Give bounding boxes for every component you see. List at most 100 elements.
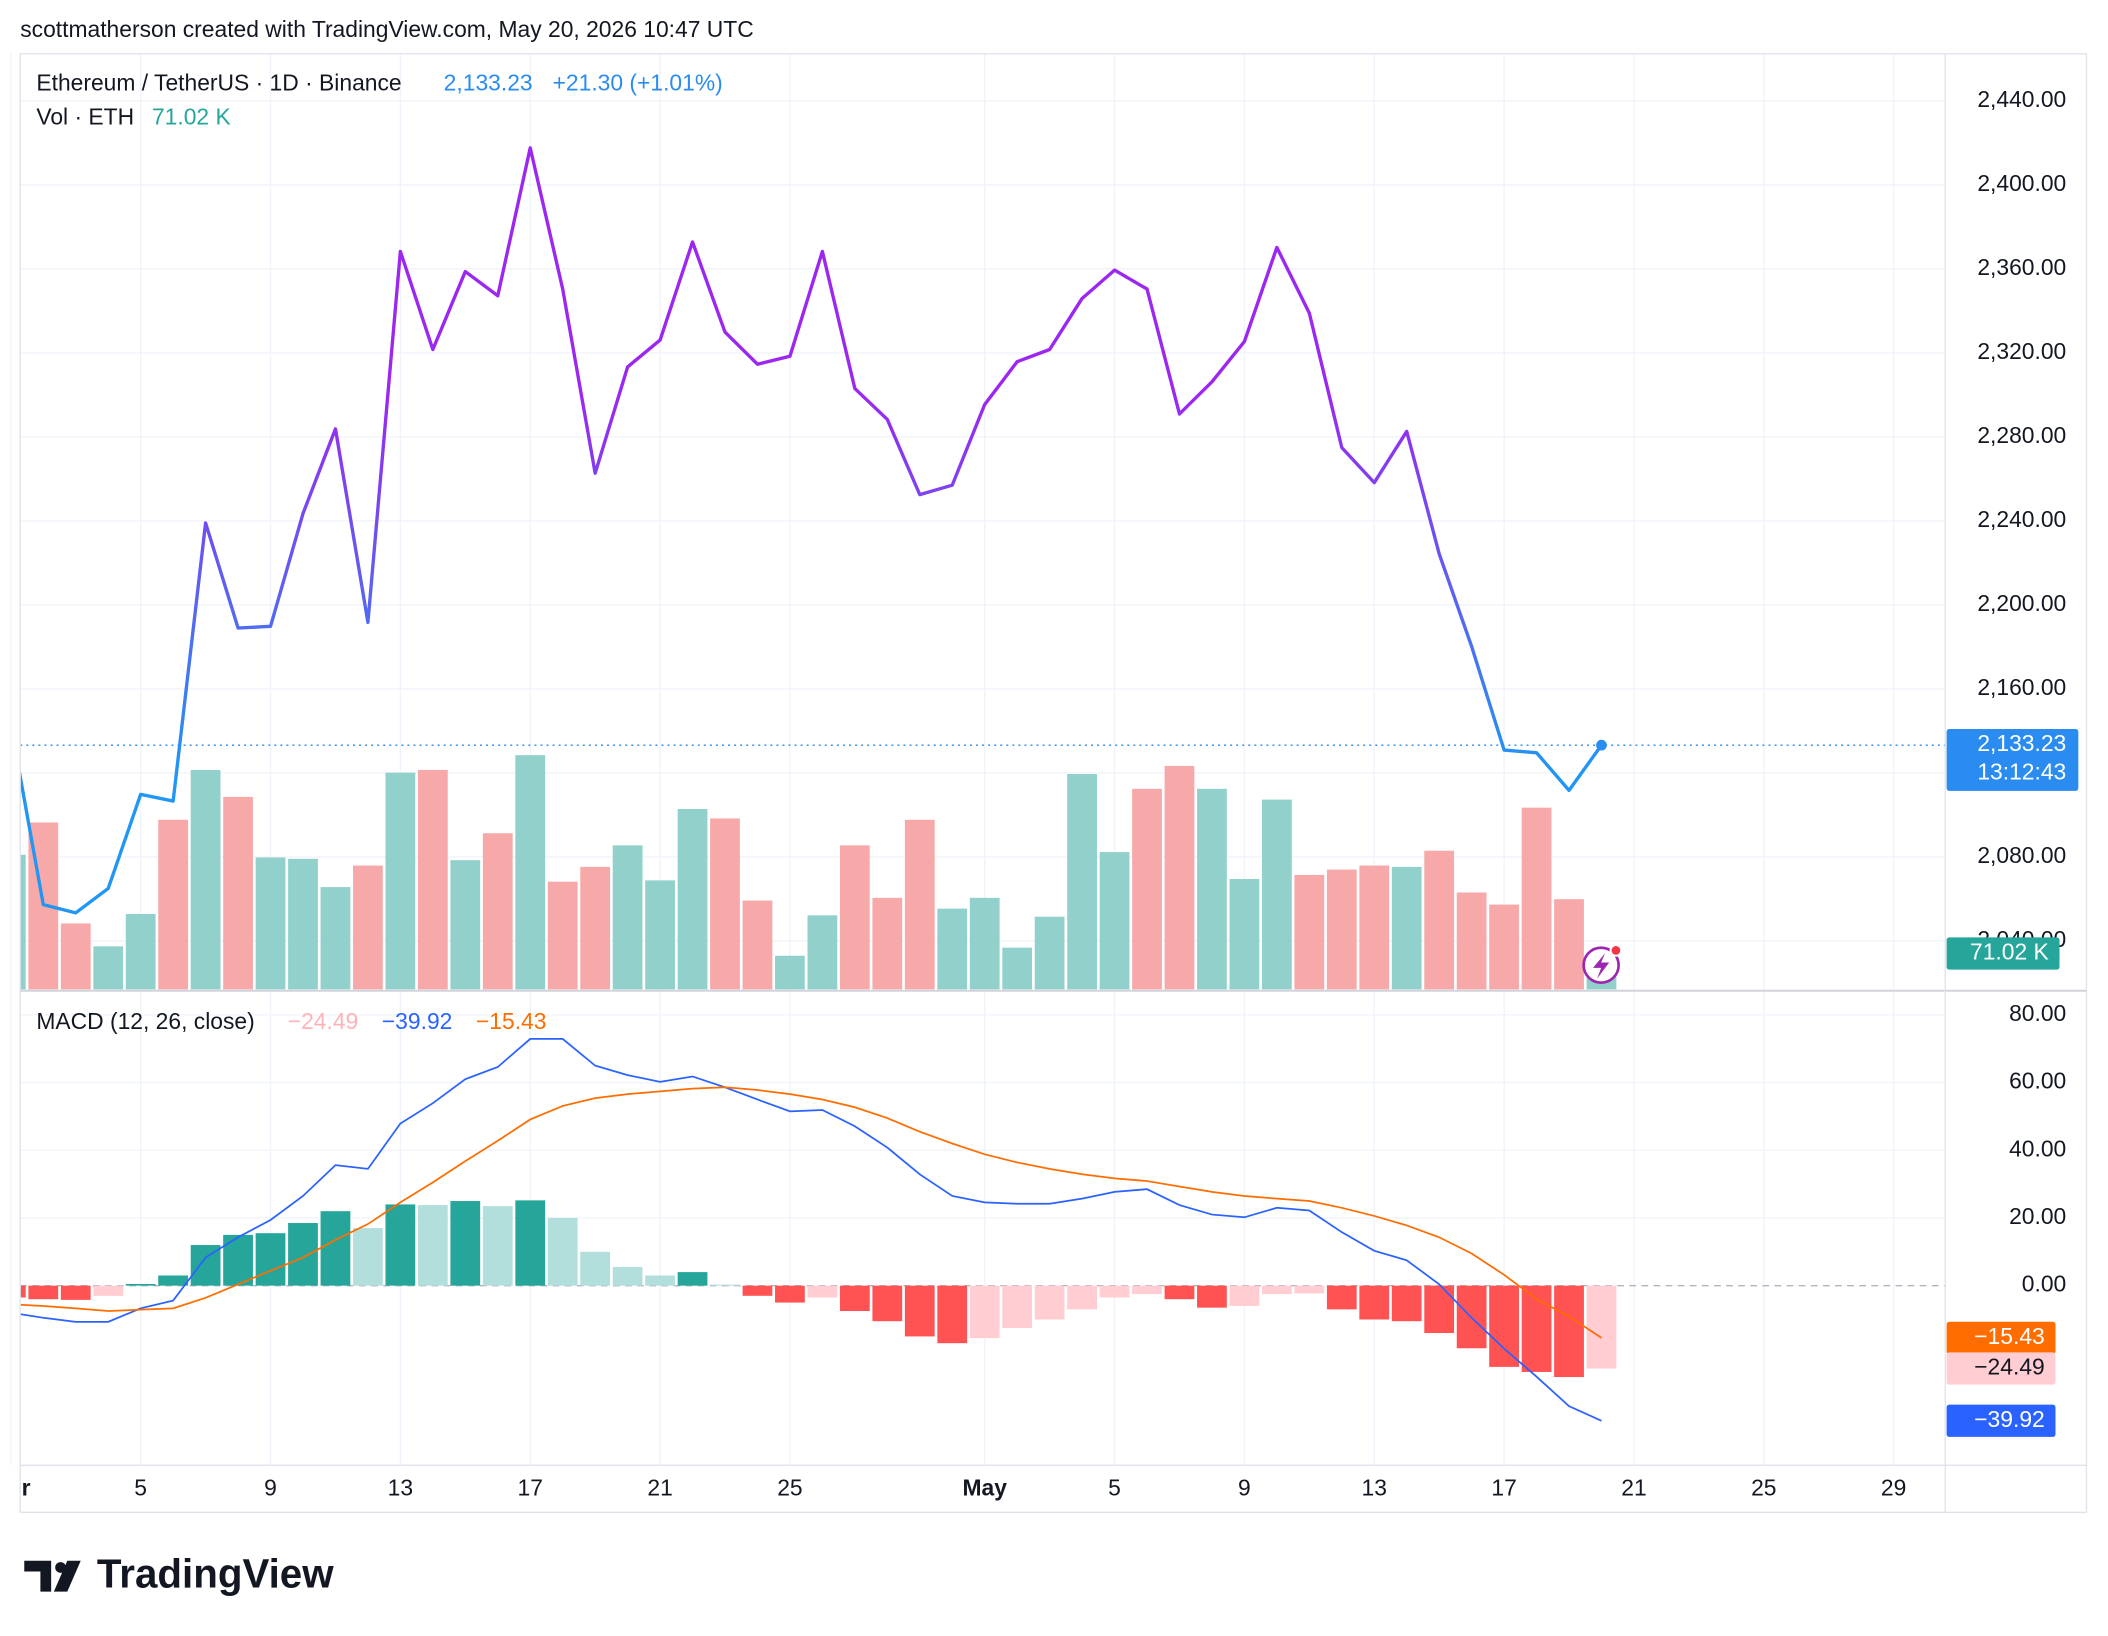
histogram-bar bbox=[1002, 1285, 1033, 1328]
volume-bar bbox=[872, 897, 903, 990]
legend-price: 2,133.23 bbox=[444, 70, 533, 96]
volume-bar bbox=[223, 796, 253, 990]
y-tick-label: 2,280.00 bbox=[1977, 422, 2066, 448]
legend-histogram: −24.49 bbox=[288, 1008, 359, 1034]
countdown-label: 13:12:43 bbox=[1977, 758, 2066, 784]
macd-badge-label: −15.43 bbox=[1974, 1323, 2045, 1349]
volume-bar bbox=[1521, 807, 1552, 990]
histogram-bar bbox=[20, 1285, 26, 1298]
volume-bar bbox=[775, 955, 805, 990]
volume-bar bbox=[580, 866, 611, 990]
histogram-bar bbox=[1424, 1285, 1455, 1334]
y-tick-label: 60.00 bbox=[2009, 1068, 2066, 1094]
volume-bar bbox=[710, 818, 740, 990]
histogram-bar bbox=[93, 1285, 124, 1296]
macd-badge bbox=[1946, 1352, 2056, 1385]
volume-bar bbox=[1456, 892, 1487, 990]
price-badge bbox=[1946, 729, 2079, 791]
volume-bar bbox=[385, 772, 416, 990]
histogram-bar bbox=[645, 1275, 675, 1286]
volume-bar bbox=[1391, 866, 1422, 990]
grid bbox=[10, 53, 1946, 1466]
logo-text: TradingView bbox=[97, 1551, 334, 1597]
histogram-bar bbox=[904, 1285, 935, 1337]
histogram-bar bbox=[450, 1201, 481, 1286]
lightning-icon[interactable] bbox=[1582, 944, 1623, 985]
signal-line bbox=[20, 1086, 1602, 1339]
histogram-bar bbox=[320, 1211, 351, 1286]
histogram-bar bbox=[417, 1205, 448, 1286]
y-axes: 2,040.002,080.002,120.002,160.002,200.00… bbox=[1977, 86, 2066, 1297]
histogram-bar bbox=[515, 1200, 546, 1286]
volume-bar bbox=[353, 865, 383, 990]
volume-badge-label: 71.02 K bbox=[1970, 939, 2049, 965]
volume-bar bbox=[1424, 850, 1455, 990]
volume-bar bbox=[1099, 852, 1130, 990]
volume-bar bbox=[1229, 879, 1260, 990]
macd-line bbox=[20, 1038, 1602, 1422]
histogram-bar bbox=[288, 1223, 318, 1286]
frame bbox=[19, 53, 2088, 1513]
volume-bar bbox=[255, 857, 286, 990]
x-tick-label: 17 bbox=[518, 1475, 543, 1501]
volume-bar bbox=[1326, 869, 1357, 990]
icon-bolt bbox=[1593, 953, 1610, 979]
volume-bar bbox=[1132, 788, 1162, 990]
volume-bar bbox=[1261, 799, 1292, 990]
histogram-bar bbox=[547, 1217, 578, 1286]
volume-badge bbox=[1946, 937, 2060, 970]
volume-bar bbox=[645, 880, 675, 990]
volume-bar bbox=[1164, 765, 1195, 990]
volume-bar bbox=[60, 923, 91, 990]
volume-bar bbox=[288, 858, 318, 990]
histogram-bar bbox=[872, 1285, 903, 1322]
histogram-bar bbox=[1359, 1285, 1390, 1320]
y-tick-label: 20.00 bbox=[2009, 1203, 2066, 1229]
histogram-bar bbox=[1586, 1285, 1617, 1369]
histogram-bar bbox=[1229, 1285, 1260, 1306]
y-tick-label: 40.00 bbox=[2009, 1135, 2066, 1161]
legend-volume: 71.02 K bbox=[152, 103, 231, 129]
histogram-bar bbox=[807, 1285, 838, 1298]
price-badge-label: 2,133.23 bbox=[1977, 730, 2066, 756]
volume-bar bbox=[1359, 865, 1390, 990]
histogram-bar bbox=[775, 1285, 805, 1303]
histogram-bar bbox=[385, 1204, 416, 1286]
histogram-bar bbox=[1554, 1285, 1584, 1378]
histogram-bar bbox=[937, 1285, 968, 1344]
x-tick-label: 9 bbox=[264, 1475, 277, 1501]
volume-bar bbox=[125, 914, 156, 990]
x-tick-label: 17 bbox=[1491, 1475, 1516, 1501]
histogram-bar bbox=[60, 1285, 91, 1300]
y-tick-label: 2,200.00 bbox=[1977, 590, 2066, 616]
histogram-bar bbox=[710, 1284, 740, 1286]
volume-bar bbox=[969, 897, 1000, 990]
volume-bar bbox=[839, 845, 870, 990]
histogram-bar bbox=[1164, 1285, 1195, 1300]
volume-bar bbox=[1197, 788, 1227, 990]
histogram-bar bbox=[482, 1206, 513, 1286]
volume-bar bbox=[1067, 774, 1097, 990]
histogram-bar bbox=[1326, 1285, 1357, 1310]
histogram-bar bbox=[125, 1283, 156, 1286]
symbol-title: Ethereum / TetherUS · 1D · Binance bbox=[36, 70, 401, 96]
volume-bar bbox=[515, 755, 546, 990]
y-tick-label: 2,240.00 bbox=[1977, 506, 2066, 532]
header: scottmatherson created with TradingView.… bbox=[20, 16, 754, 42]
histogram-bar bbox=[612, 1267, 643, 1286]
histogram-bar bbox=[255, 1233, 286, 1286]
histogram-bar bbox=[1132, 1285, 1162, 1295]
legend-change: +21.30 (+1.01%) bbox=[553, 70, 723, 96]
volume-bar bbox=[417, 769, 448, 990]
x-tick-label: 21 bbox=[647, 1475, 672, 1501]
logo-mark bbox=[24, 1560, 81, 1592]
volume-bar bbox=[904, 819, 935, 990]
volume-bar bbox=[1489, 904, 1519, 990]
histogram-bar bbox=[223, 1234, 253, 1286]
logo: TradingView bbox=[24, 1551, 334, 1597]
x-tick-label: 13 bbox=[1362, 1475, 1387, 1501]
histogram-bar bbox=[1067, 1285, 1097, 1310]
volume-bar bbox=[93, 946, 124, 990]
volume-bar bbox=[20, 854, 26, 990]
macd-badge-label: −24.49 bbox=[1974, 1354, 2045, 1380]
